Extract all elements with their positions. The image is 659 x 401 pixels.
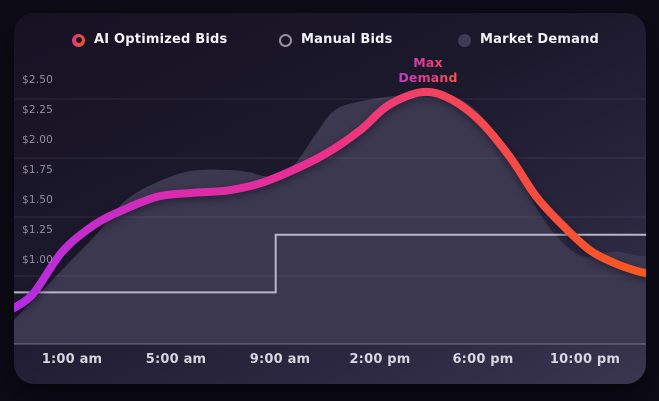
x-axis-label: 10:00 pm bbox=[549, 352, 621, 367]
x-axis-label: 1:00 am bbox=[41, 352, 103, 367]
x-axis-label: 2:00 pm bbox=[349, 352, 411, 367]
x-axis-label: 6:00 pm bbox=[452, 352, 514, 367]
y-axis-label: $1.00 bbox=[22, 254, 54, 266]
gradient-ring-icon bbox=[72, 33, 85, 47]
max-demand-annotation: Max Demand bbox=[378, 56, 478, 86]
legend-item-market-demand[interactable]: Market Demand bbox=[458, 32, 599, 48]
legend-label-manual-bids: Manual Bids bbox=[301, 32, 393, 47]
y-axis-label: $1.75 bbox=[22, 164, 54, 176]
legend-item-ai-optimized-bids[interactable]: AI Optimized Bids bbox=[72, 32, 227, 48]
manual-bids-line bbox=[14, 233, 646, 294]
ai-optimized-line bbox=[14, 87, 646, 312]
ring-hole bbox=[75, 37, 82, 43]
filled-dot-icon bbox=[458, 33, 471, 47]
gray-ring-icon bbox=[279, 33, 292, 47]
x-axis-label: 9:00 am bbox=[249, 352, 311, 367]
bid-chart bbox=[14, 87, 646, 345]
legend-label-ai-optimized-bids: AI Optimized Bids bbox=[94, 32, 228, 47]
max-demand-line1: Max bbox=[413, 55, 443, 70]
y-axis-label: $1.25 bbox=[22, 224, 54, 236]
y-axis-label: $2.00 bbox=[22, 134, 54, 146]
market-demand-area bbox=[14, 93, 646, 344]
max-demand-line2: Demand bbox=[398, 69, 458, 85]
chart-card: $2.50 $2.25 $2.00 $1.75 $1.50 $1.25 $1.00 1:00… bbox=[14, 13, 646, 384]
legend-label-market-demand: Market Demand bbox=[480, 32, 600, 47]
gridlines bbox=[14, 98, 646, 277]
y-axis-label: $1.50 bbox=[22, 194, 54, 206]
x-axis-label: 5:00 am bbox=[145, 352, 207, 367]
y-axis-label: $2.50 bbox=[22, 74, 54, 86]
y-axis-label: $2.25 bbox=[22, 104, 54, 116]
legend-item-manual-bids[interactable]: Manual Bids bbox=[279, 32, 393, 48]
